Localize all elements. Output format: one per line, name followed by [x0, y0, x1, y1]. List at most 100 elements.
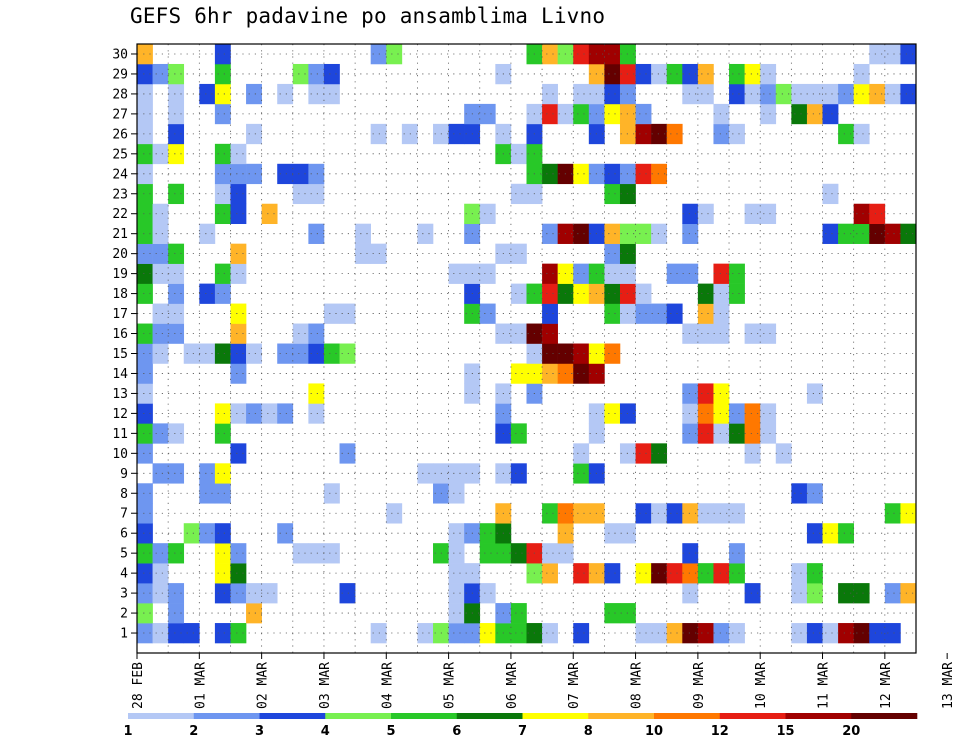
heatmap-cell	[542, 103, 558, 125]
colorbar-label: 3	[255, 724, 264, 739]
heatmap-cell	[666, 123, 683, 145]
heatmap-cell	[635, 223, 652, 244]
y-tick-label: 4	[120, 567, 128, 582]
heatmap-cell	[137, 563, 153, 584]
heatmap-cell	[604, 243, 621, 264]
heatmap-cell	[697, 283, 714, 304]
heatmap-cell	[152, 63, 169, 85]
heatmap-cell	[666, 263, 683, 284]
heatmap-cell	[277, 343, 294, 364]
heatmap-cell	[884, 583, 901, 604]
heatmap-cell	[806, 523, 823, 544]
heatmap-cell	[604, 223, 621, 244]
heatmap-cell	[682, 323, 699, 344]
heatmap-cell	[152, 243, 169, 264]
heatmap-cell	[214, 44, 231, 65]
x-tick-label: 04 MAR	[380, 662, 395, 709]
heatmap-cell	[542, 503, 558, 524]
heatmap-cell	[292, 63, 309, 85]
heatmap-cell	[651, 123, 668, 145]
heatmap-cell	[230, 443, 247, 464]
heatmap-cell	[884, 44, 901, 65]
heatmap-cell	[137, 523, 153, 544]
heatmap-cell	[168, 463, 185, 484]
heatmap-cell	[386, 44, 403, 65]
heatmap-cell	[214, 543, 231, 564]
heatmap-cell	[697, 623, 714, 644]
heatmap-cell	[729, 543, 745, 564]
heatmap-cell	[168, 263, 185, 284]
heatmap-cell	[729, 123, 745, 145]
x-tick-label: 05 MAR	[443, 662, 458, 709]
heatmap-cell	[635, 563, 652, 584]
heatmap-cell	[682, 503, 699, 524]
heatmap-cell	[604, 63, 621, 85]
heatmap-cell	[900, 83, 917, 105]
heatmap-cell	[666, 63, 683, 85]
colorbar-swatch	[522, 713, 589, 719]
heatmap-cell	[308, 63, 325, 85]
heatmap-cell	[277, 163, 294, 185]
heatmap-cell	[292, 183, 309, 205]
heatmap-cell	[806, 103, 823, 125]
heatmap-cell	[214, 623, 231, 644]
heatmap-cell	[199, 483, 216, 504]
heatmap-cell	[884, 83, 901, 105]
heatmap-cell	[744, 423, 761, 444]
colorbar-label: 6	[452, 724, 461, 739]
heatmap-cell	[542, 223, 558, 244]
heatmap-cell	[869, 223, 886, 244]
heatmap-cell	[573, 44, 590, 65]
y-tick-label: 26	[112, 127, 128, 142]
heatmap-cell	[806, 563, 823, 584]
heatmap-cell	[199, 523, 216, 544]
heatmap-cell	[152, 423, 169, 444]
heatmap-cell	[137, 123, 153, 145]
heatmap-cell	[137, 63, 153, 85]
y-tick-label: 12	[112, 407, 128, 422]
heatmap-cell	[214, 403, 231, 424]
heatmap-cell	[246, 343, 262, 364]
heatmap-cells	[137, 44, 917, 644]
heatmap-cell	[168, 423, 185, 444]
heatmap-cell	[806, 483, 823, 504]
heatmap-cell	[822, 183, 839, 205]
heatmap-cell	[339, 443, 356, 464]
heatmap-cell	[760, 63, 777, 85]
colorbar-swatch	[391, 713, 458, 719]
heatmap-cell	[682, 83, 699, 105]
heatmap-cell	[635, 283, 652, 304]
heatmap-cell	[713, 263, 730, 284]
heatmap-cell	[744, 443, 761, 464]
heatmap-cell	[806, 623, 823, 644]
heatmap-cell	[651, 223, 668, 244]
heatmap-cell	[168, 183, 185, 205]
heatmap-cell	[168, 243, 185, 264]
heatmap-cell	[573, 103, 590, 125]
heatmap-cell	[137, 443, 153, 464]
heatmap-cell	[230, 343, 247, 364]
heatmap-cell	[448, 583, 465, 604]
heatmap-cell	[775, 443, 792, 464]
heatmap-cell	[137, 44, 153, 65]
heatmap-cell	[697, 63, 714, 85]
heatmap-cell	[199, 343, 216, 364]
x-tick-label: 11 MAR	[817, 662, 832, 709]
heatmap-cell	[137, 583, 153, 604]
heatmap-cell	[168, 143, 185, 165]
heatmap-cell	[417, 223, 434, 244]
heatmap-cell	[137, 623, 153, 644]
heatmap-cell	[355, 243, 371, 264]
heatmap-cell	[510, 603, 527, 624]
heatmap-cell	[744, 323, 761, 344]
heatmap-cell	[697, 203, 714, 225]
heatmap-cell	[199, 463, 216, 484]
heatmap-cell	[261, 203, 278, 225]
x-tick-label: 08 MAR	[630, 662, 645, 709]
heatmap-cell	[308, 163, 325, 185]
heatmap-cell	[542, 83, 558, 105]
heatmap-cell	[199, 83, 216, 105]
heatmap-cell	[604, 343, 621, 364]
heatmap-cell	[729, 283, 745, 304]
heatmap-cell	[277, 523, 294, 544]
